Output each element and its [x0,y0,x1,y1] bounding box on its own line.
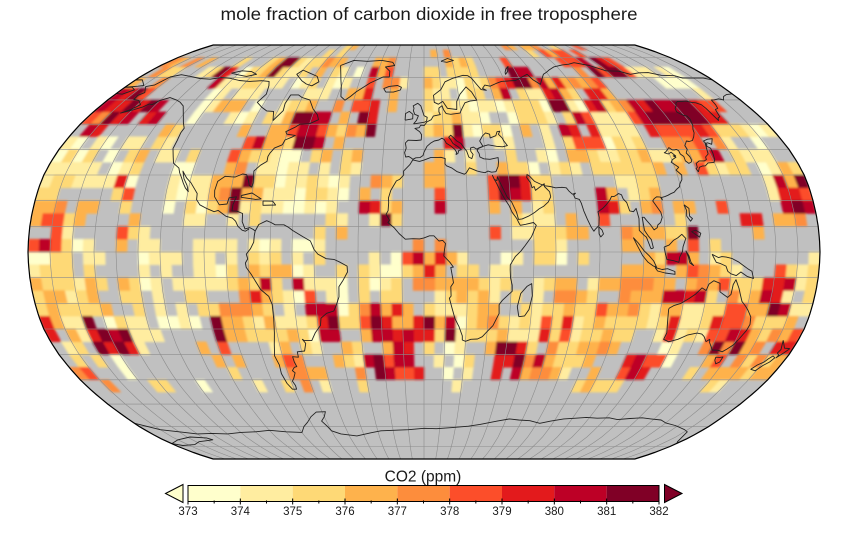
svg-text:380: 380 [545,506,564,518]
svg-text:382: 382 [649,506,668,518]
svg-text:381: 381 [597,506,616,518]
svg-text:373: 373 [178,506,197,518]
svg-text:CO2 (ppm): CO2 (ppm) [385,469,462,486]
svg-text:376: 376 [335,506,354,518]
svg-text:377: 377 [388,506,407,518]
svg-text:378: 378 [440,506,459,518]
svg-text:379: 379 [492,506,511,518]
svg-text:mole fraction of carbon dioxid: mole fraction of carbon dioxide in free … [221,4,638,24]
svg-text:375: 375 [283,506,302,518]
svg-text:374: 374 [231,506,251,518]
